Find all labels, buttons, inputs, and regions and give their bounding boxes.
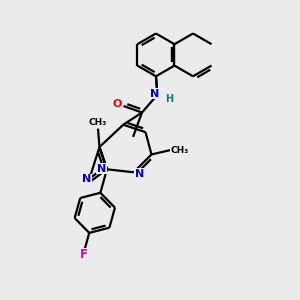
- Text: N: N: [150, 88, 159, 98]
- Text: CH₃: CH₃: [171, 146, 189, 154]
- Text: O: O: [113, 99, 122, 109]
- Text: N: N: [97, 164, 106, 174]
- Text: N: N: [135, 169, 144, 179]
- Text: N: N: [82, 174, 92, 184]
- Text: H: H: [165, 94, 173, 104]
- Text: F: F: [80, 248, 87, 261]
- Text: CH₃: CH₃: [88, 118, 106, 127]
